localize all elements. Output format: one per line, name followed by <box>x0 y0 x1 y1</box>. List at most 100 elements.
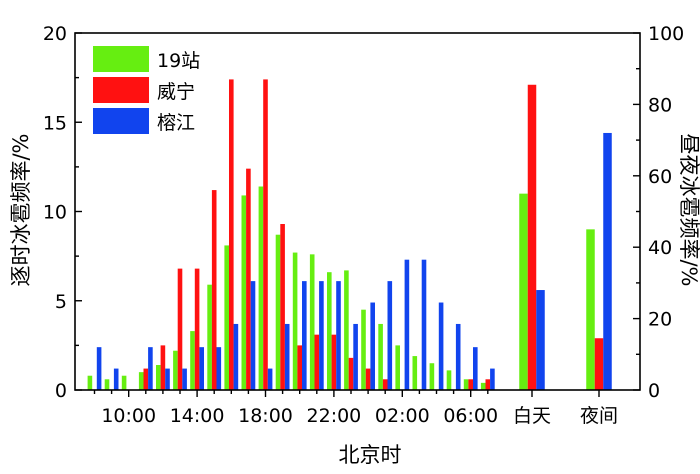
bar-daynight-榕江-白天 <box>536 290 545 390</box>
bar-hourly-19站-19:00 <box>275 234 281 390</box>
y-left-tick-label: 20 <box>43 23 67 45</box>
bar-daynight-榕江-夜间 <box>603 132 612 390</box>
bar-hourly-19站-17:00 <box>241 195 247 390</box>
bar-hourly-威宁-14:00 <box>194 268 200 390</box>
bar-hourly-威宁-11:00 <box>143 368 149 390</box>
plot-area: 0 5 10 15 20 0 20 40 60 80 100 10:00 14:00 18:00 22:00… <box>43 23 684 427</box>
bar-hourly-威宁-22:00 <box>331 334 337 390</box>
bar-hourly-榕江-00:00 <box>370 302 375 390</box>
bar-hourly-威宁-01:00 <box>382 379 388 390</box>
ticks-layer: 0 5 10 15 20 0 20 40 60 80 100 10:00 14:00 18:00 22:00… <box>43 23 684 427</box>
bar-hourly-威宁-19:00 <box>280 224 285 390</box>
bar-hourly-19站-08:00 <box>87 375 93 390</box>
bar-hourly-19站-12:00 <box>156 365 161 390</box>
y-left-axis-title: 逐时冰雹频率/% <box>9 133 33 286</box>
bar-hourly-威宁-15:00 <box>211 190 217 390</box>
legend-label-威宁: 威宁 <box>157 81 195 103</box>
bar-hourly-19站-02:00 <box>395 345 400 391</box>
bar-hourly-榕江-13:00 <box>182 368 187 390</box>
x-tick-label: 02:00 <box>375 405 430 427</box>
bar-hourly-19站-20:00 <box>292 252 298 390</box>
bar-hourly-威宁-20:00 <box>297 345 302 391</box>
legend-label-榕江: 榕江 <box>157 112 195 134</box>
bar-hourly-威宁-21:00 <box>314 334 320 390</box>
bar-hourly-19站-22:00 <box>327 272 332 390</box>
bar-hourly-19站-21:00 <box>309 254 315 390</box>
x-category-label: 夜间 <box>580 405 618 427</box>
bar-hourly-19站-11:00 <box>138 372 144 390</box>
x-tick-label: 18:00 <box>238 405 293 427</box>
y-right-tick-label: 20 <box>648 309 672 331</box>
bar-hourly-榕江-15:00 <box>216 347 222 390</box>
bar-hourly-19站-04:00 <box>429 363 435 390</box>
bar-hourly-榕江-22:00 <box>336 281 341 390</box>
y-left-tick-label: 10 <box>43 202 67 224</box>
bar-hourly-19站-06:00 <box>463 379 469 390</box>
bar-hourly-19站-14:00 <box>190 331 195 390</box>
y-right-tick-label: 100 <box>648 23 684 45</box>
legend-label-19站: 19站 <box>157 50 200 72</box>
bar-daynight-威宁-夜间 <box>594 338 604 390</box>
y-right-tick-label: 60 <box>648 166 672 188</box>
bar-hourly-榕江-11:00 <box>148 347 153 390</box>
bar-hourly-威宁-00:00 <box>365 368 371 390</box>
y-right-tick-label: 0 <box>648 380 660 402</box>
y-left-tick-label: 15 <box>43 112 67 134</box>
bar-hourly-榕江-01:00 <box>387 281 393 390</box>
bar-hourly-榕江-08:00 <box>96 347 102 390</box>
x-tick-label: 06:00 <box>443 405 498 427</box>
bar-hourly-19站-10:00 <box>121 375 127 390</box>
legend-swatch-威宁 <box>93 77 149 103</box>
bar-hourly-榕江-20:00 <box>302 281 307 390</box>
bar-hourly-威宁-18:00 <box>263 79 268 390</box>
x-axis-title: 北京时 <box>339 443 402 467</box>
bar-hourly-榕江-03:00 <box>421 259 427 390</box>
bar-hourly-威宁-07:00 <box>485 379 491 390</box>
bar-hourly-榕江-18:00 <box>267 368 273 390</box>
bar-hourly-榕江-19:00 <box>284 323 290 390</box>
bar-hourly-榕江-12:00 <box>165 368 170 390</box>
bar-daynight-威宁-白天 <box>527 84 537 390</box>
bar-hourly-榕江-17:00 <box>250 281 256 390</box>
bar-hourly-19站-09:00 <box>104 379 110 390</box>
bar-hourly-榕江-04:00 <box>438 302 444 390</box>
bar-hourly-榕江-21:00 <box>319 281 324 390</box>
bar-daynight-19站-白天 <box>519 193 528 390</box>
bar-hourly-19站-13:00 <box>173 350 178 390</box>
x-category-label: 白天 <box>513 405 551 427</box>
bar-hourly-榕江-05:00 <box>455 323 461 390</box>
bar-hourly-榕江-07:00 <box>490 368 495 390</box>
bar-hourly-19站-01:00 <box>378 323 383 390</box>
bar-hourly-威宁-13:00 <box>177 268 183 390</box>
x-tick-label: 14:00 <box>170 405 225 427</box>
bar-hourly-榕江-23:00 <box>353 323 358 390</box>
bar-hourly-19站-07:00 <box>480 382 486 390</box>
bar-hourly-威宁-23:00 <box>348 357 354 390</box>
bar-hourly-榕江-16:00 <box>233 323 239 390</box>
bar-hourly-榕江-06:00 <box>473 347 478 390</box>
y-right-axis-title: 昼夜冰雹频率/% <box>677 133 700 286</box>
y-right-tick-label: 40 <box>648 237 672 259</box>
bar-hourly-19站-18:00 <box>258 186 264 390</box>
bar-daynight-19站-夜间 <box>586 229 595 390</box>
y-left-tick-label: 0 <box>55 380 67 402</box>
y-right-tick-label: 80 <box>648 94 672 116</box>
legend-swatch-19站 <box>93 46 149 72</box>
bar-hourly-榕江-02:00 <box>404 259 410 390</box>
legend-swatch-榕江 <box>93 108 149 134</box>
bar-hourly-19站-16:00 <box>224 245 229 390</box>
bar-hourly-榕江-14:00 <box>199 347 204 390</box>
x-tick-label: 10:00 <box>101 405 156 427</box>
x-tick-label: 22:00 <box>307 405 362 427</box>
bar-hourly-威宁-16:00 <box>229 79 234 390</box>
bar-hourly-19站-00:00 <box>361 309 366 390</box>
bar-hourly-19站-03:00 <box>412 356 418 390</box>
bar-hourly-威宁-06:00 <box>468 379 473 390</box>
bar-hourly-19站-15:00 <box>207 284 212 390</box>
bar-hourly-榕江-09:00 <box>113 368 119 390</box>
bar-hourly-19站-23:00 <box>344 270 349 390</box>
bar-hourly-19站-05:00 <box>446 370 452 390</box>
y-left-tick-label: 5 <box>55 291 67 313</box>
